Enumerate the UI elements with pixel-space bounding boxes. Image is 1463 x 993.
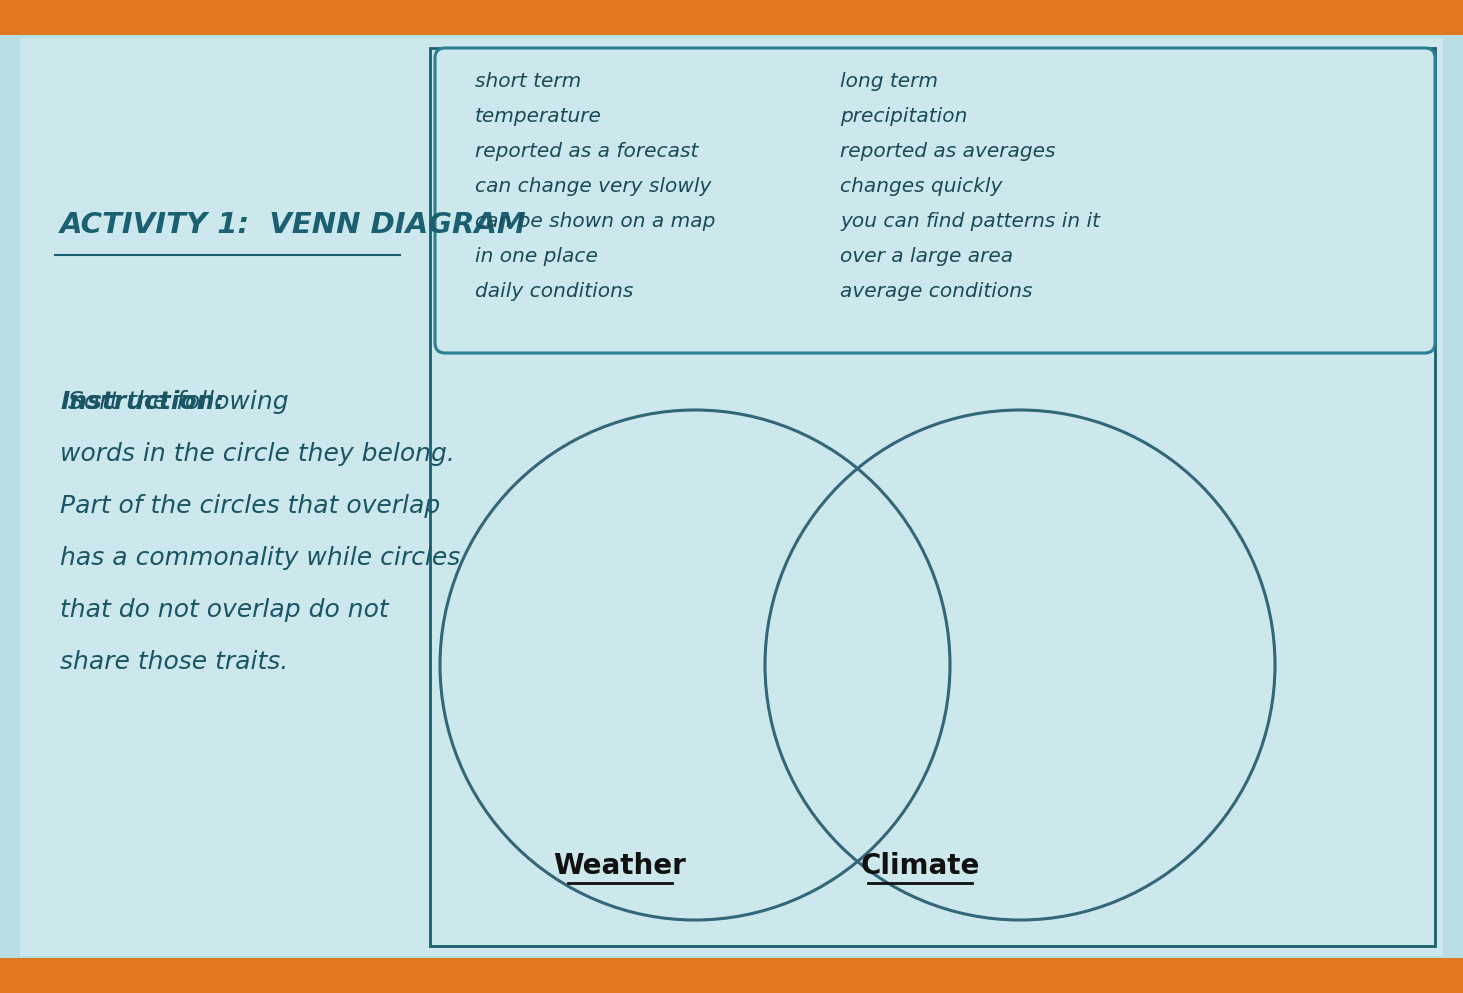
Text: Climate: Climate xyxy=(860,852,980,880)
Text: reported as a forecast: reported as a forecast xyxy=(475,142,698,161)
FancyBboxPatch shape xyxy=(435,48,1435,353)
Text: can be shown on a map: can be shown on a map xyxy=(475,212,715,231)
Text: you can find patterns in it: you can find patterns in it xyxy=(840,212,1100,231)
Text: Sort the following: Sort the following xyxy=(60,390,288,414)
Text: ACTIVITY 1:  VENN DIAGRAM: ACTIVITY 1: VENN DIAGRAM xyxy=(60,211,527,239)
Text: changes quickly: changes quickly xyxy=(840,177,1002,196)
Text: over a large area: over a large area xyxy=(840,247,1012,266)
Text: Instruction:: Instruction: xyxy=(60,390,224,414)
Text: short term: short term xyxy=(475,72,581,91)
Text: precipitation: precipitation xyxy=(840,107,967,126)
Text: share those traits.: share those traits. xyxy=(60,650,288,674)
Text: long term: long term xyxy=(840,72,938,91)
Text: temperature: temperature xyxy=(475,107,601,126)
Text: reported as averages: reported as averages xyxy=(840,142,1055,161)
Text: daily conditions: daily conditions xyxy=(475,282,633,301)
Text: has a commonality while circles: has a commonality while circles xyxy=(60,546,461,570)
Text: can change very slowly: can change very slowly xyxy=(475,177,711,196)
Text: that do not overlap do not: that do not overlap do not xyxy=(60,598,389,622)
Text: average conditions: average conditions xyxy=(840,282,1033,301)
Text: Weather: Weather xyxy=(553,852,686,880)
Bar xyxy=(0,958,1463,993)
Bar xyxy=(0,0,1463,35)
Text: words in the circle they belong.: words in the circle they belong. xyxy=(60,442,455,466)
Text: in one place: in one place xyxy=(475,247,598,266)
Text: Part of the circles that overlap: Part of the circles that overlap xyxy=(60,494,440,518)
